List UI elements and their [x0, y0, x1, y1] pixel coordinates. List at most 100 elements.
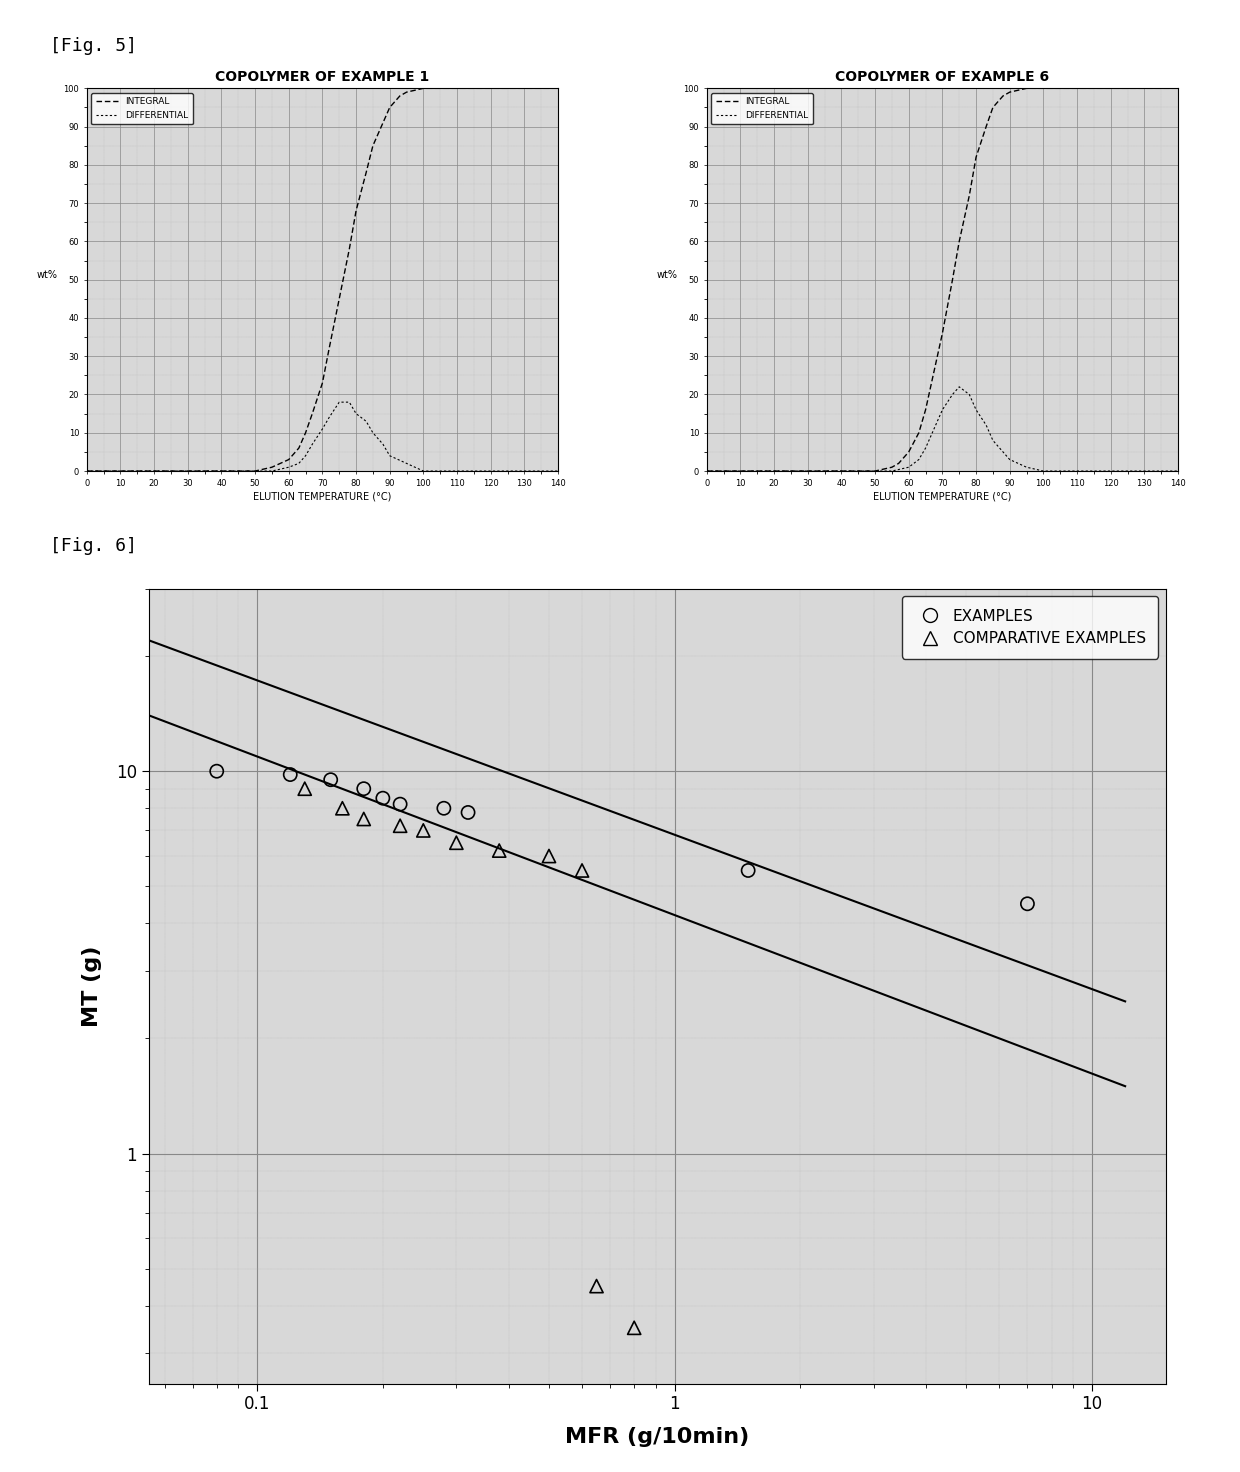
DIFFERENTIAL [551, 462, 565, 480]
DIFFERENTIAL [1171, 462, 1185, 480]
DIFFERENTIAL [305, 436, 320, 453]
INTEGRAL [321, 340, 336, 358]
INTEGRAL [884, 458, 899, 475]
INTEGRAL [962, 187, 977, 205]
INTEGRAL [305, 405, 320, 422]
DIFFERENTIAL [315, 420, 330, 437]
EXAMPLES [1018, 892, 1038, 916]
Text: [Fig. 6]: [Fig. 6] [50, 537, 136, 555]
INTEGRAL [968, 149, 983, 166]
INTEGRAL [382, 99, 397, 116]
INTEGRAL [399, 84, 414, 102]
Line: INTEGRAL: INTEGRAL [87, 88, 558, 471]
DIFFERENTIAL [986, 431, 1001, 449]
COMPARATIVE EXAMPLES [572, 858, 591, 882]
INTEGRAL [358, 163, 373, 181]
INTEGRAL [376, 113, 391, 131]
INTEGRAL [264, 458, 279, 475]
Legend: EXAMPLES, COMPARATIVE EXAMPLES: EXAMPLES, COMPARATIVE EXAMPLES [903, 596, 1158, 658]
Text: [Fig. 5]: [Fig. 5] [50, 37, 136, 54]
INTEGRAL [868, 462, 883, 480]
COMPARATIVE EXAMPLES [295, 777, 315, 801]
COMPARATIVE EXAMPLES [391, 814, 410, 838]
INTEGRAL [911, 424, 926, 442]
DIFFERENTIAL [968, 400, 983, 418]
COMPARATIVE EXAMPLES [446, 832, 466, 855]
DIFFERENTIAL [962, 386, 977, 403]
DIFFERENTIAL [978, 417, 993, 434]
INTEGRAL [248, 462, 263, 480]
DIFFERENTIAL [281, 458, 296, 475]
COMPARATIVE EXAMPLES [539, 845, 559, 868]
INTEGRAL [366, 137, 381, 155]
INTEGRAL [281, 450, 296, 468]
DIFFERENTIAL [1035, 462, 1050, 480]
INTEGRAL [918, 400, 932, 418]
DIFFERENTIAL [918, 439, 932, 456]
DIFFERENTIAL [901, 458, 916, 475]
X-axis label: ELUTION TEMPERATURE (°C): ELUTION TEMPERATURE (°C) [253, 492, 392, 502]
DIFFERENTIAL [298, 447, 312, 465]
INTEGRAL [699, 462, 714, 480]
INTEGRAL [332, 290, 347, 308]
DIFFERENTIAL [291, 455, 306, 473]
INTEGRAL [415, 79, 430, 97]
INTEGRAL [1019, 79, 1034, 97]
DIFFERENTIAL [925, 424, 940, 442]
EXAMPLES [738, 858, 758, 882]
INTEGRAL [342, 240, 357, 258]
INTEGRAL [978, 118, 993, 135]
COMPARATIVE EXAMPLES [587, 1275, 606, 1298]
DIFFERENTIAL [415, 462, 430, 480]
Legend: INTEGRAL, DIFFERENTIAL: INTEGRAL, DIFFERENTIAL [712, 93, 813, 124]
EXAMPLES [321, 768, 341, 792]
DIFFERENTIAL [348, 405, 363, 422]
INTEGRAL [348, 202, 363, 219]
DIFFERENTIAL [1019, 458, 1034, 475]
INTEGRAL [291, 439, 306, 456]
COMPARATIVE EXAMPLES [332, 796, 352, 820]
INTEGRAL [1035, 79, 1050, 97]
INTEGRAL [79, 462, 94, 480]
Y-axis label: wt%: wt% [656, 269, 677, 280]
EXAMPLES [373, 786, 393, 810]
COMPARATIVE EXAMPLES [490, 839, 510, 863]
DIFFERENTIAL [699, 462, 714, 480]
X-axis label: ELUTION TEMPERATURE (°C): ELUTION TEMPERATURE (°C) [873, 492, 1012, 502]
INTEGRAL [551, 79, 565, 97]
Y-axis label: wt%: wt% [36, 269, 57, 280]
Legend: INTEGRAL, DIFFERENTIAL: INTEGRAL, DIFFERENTIAL [92, 93, 193, 124]
INTEGRAL [935, 324, 950, 342]
DIFFERENTIAL [79, 462, 94, 480]
INTEGRAL [298, 424, 312, 442]
DIFFERENTIAL [1002, 450, 1017, 468]
INTEGRAL [952, 233, 967, 250]
DIFFERENTIAL [358, 412, 373, 430]
DIFFERENTIAL [366, 424, 381, 442]
INTEGRAL [996, 87, 1011, 105]
EXAMPLES [353, 777, 373, 801]
INTEGRAL [986, 99, 1001, 116]
DIFFERENTIAL [935, 400, 950, 418]
INTEGRAL [315, 374, 330, 392]
DIFFERENTIAL [952, 378, 967, 396]
INTEGRAL [1171, 79, 1185, 97]
EXAMPLES [391, 792, 410, 815]
DIFFERENTIAL [911, 450, 926, 468]
Title: COPOLYMER OF EXAMPLE 1: COPOLYMER OF EXAMPLE 1 [216, 71, 429, 84]
DIFFERENTIAL [945, 386, 960, 403]
DIFFERENTIAL [321, 409, 336, 427]
X-axis label: MFR (g/10min): MFR (g/10min) [565, 1428, 749, 1447]
COMPARATIVE EXAMPLES [624, 1316, 644, 1340]
COMPARATIVE EXAMPLES [413, 818, 433, 842]
EXAMPLES [207, 760, 227, 783]
INTEGRAL [901, 443, 916, 461]
DIFFERENTIAL [996, 443, 1011, 461]
INTEGRAL [892, 455, 906, 473]
INTEGRAL [1002, 84, 1017, 102]
INTEGRAL [945, 271, 960, 289]
EXAMPLES [280, 762, 300, 786]
INTEGRAL [392, 87, 407, 105]
INTEGRAL [925, 371, 940, 389]
DIFFERENTIAL [399, 455, 414, 473]
